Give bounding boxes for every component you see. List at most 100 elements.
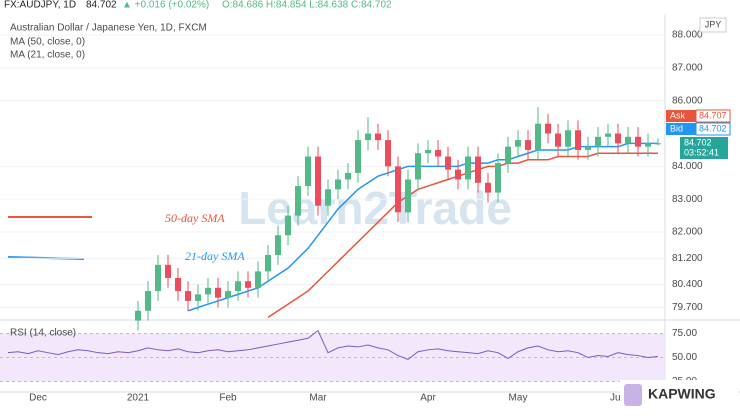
- candle-body: [615, 133, 621, 144]
- y-tick-label: 86.000: [672, 95, 703, 106]
- candle-body: [655, 143, 661, 145]
- last-tag: [680, 137, 728, 159]
- ask-label: Ask: [670, 110, 686, 120]
- candle-body: [355, 140, 361, 173]
- candle-body: [605, 133, 611, 137]
- y-tick-label: 80.400: [672, 279, 703, 290]
- candle-body: [635, 136, 641, 147]
- candle-body: [175, 277, 181, 292]
- header-last: 84.702: [86, 0, 117, 11]
- candle-body: [195, 294, 201, 301]
- rsi-title: RSI (14, close): [10, 328, 76, 339]
- ask-price: 84.707: [699, 110, 727, 120]
- bid-label: Bid: [670, 123, 683, 133]
- candle-body: [335, 179, 341, 190]
- header-symbol: FX:AUDJPY, 1D: [4, 0, 76, 11]
- x-tick-label: Apr: [420, 393, 436, 404]
- badge-icon: [624, 384, 642, 406]
- currency-box: [699, 17, 727, 33]
- candle-body: [265, 254, 271, 272]
- y-tick-label: 81.200: [672, 253, 703, 264]
- candle-body: [625, 136, 631, 144]
- x-tick-label: Feb: [219, 393, 237, 404]
- candle-body: [375, 133, 381, 141]
- candle-body: [545, 123, 551, 134]
- candle-body: [485, 182, 491, 193]
- bid-price-box: [695, 122, 731, 136]
- watermark: Learn2Trade: [238, 182, 512, 234]
- candle-body: [475, 156, 481, 183]
- candle-body: [505, 146, 511, 164]
- badge: KAPWING: [648, 386, 716, 402]
- candle-body: [535, 123, 541, 150]
- candle-body: [595, 136, 601, 147]
- candle-body: [215, 287, 221, 298]
- y-tick-label: 83.000: [672, 194, 703, 205]
- candle-body: [645, 143, 651, 147]
- x-tick-label: 2021: [127, 393, 150, 404]
- ask-price-box: [695, 109, 731, 123]
- candle-body: [185, 291, 191, 301]
- candle-body: [515, 140, 521, 147]
- candle-body: [365, 133, 371, 141]
- ma-line: [267, 152, 658, 318]
- annotation-ma50: 50-day SMA: [165, 211, 225, 225]
- candle-body: [425, 149, 431, 154]
- header-ohlc: O:84.686 H:84.854 L:84.638 C:84.702: [222, 0, 392, 11]
- x-tick-label: Jun: [610, 393, 626, 404]
- candle-body: [275, 235, 281, 255]
- legend-ma21: MA (21, close, 0): [10, 50, 85, 61]
- candle-body: [235, 281, 241, 292]
- y-tick-label: 82.000: [672, 227, 703, 238]
- countdown: 03:52:41: [684, 147, 719, 157]
- y-tick-label: 50.00: [672, 352, 697, 363]
- bid-price: 84.702: [699, 123, 727, 133]
- annotation-ma21: 21-day SMA: [185, 249, 245, 263]
- candle-body: [245, 281, 251, 288]
- candle-body: [555, 133, 561, 147]
- candle-body: [395, 166, 401, 213]
- x-tick-label: May: [509, 393, 528, 404]
- candle-body: [445, 156, 451, 170]
- candle-body: [405, 179, 411, 213]
- candle-body: [575, 130, 581, 150]
- candle-body: [525, 140, 531, 150]
- candle-body: [385, 140, 391, 167]
- candle-body: [435, 149, 441, 157]
- candle-body: [285, 215, 291, 236]
- candle-body: [255, 271, 261, 288]
- candle-body: [205, 287, 211, 295]
- candle-body: [495, 163, 501, 193]
- header-change: ▲ +0.016 (+0.02%): [122, 0, 209, 11]
- candle-body: [345, 172, 351, 180]
- candle-body: [465, 156, 471, 180]
- candle-body: [225, 291, 231, 298]
- candle-body: [165, 264, 171, 278]
- candle-body: [585, 146, 591, 150]
- bid-tag: [666, 123, 696, 135]
- currency: JPY: [705, 19, 722, 29]
- legend-instrument: Australian Dollar / Japanese Yen, 1D, FX…: [10, 23, 207, 34]
- legend-ma50: MA (50, close, 0): [10, 37, 85, 48]
- x-tick-label: Dec: [29, 393, 47, 404]
- candle-body: [135, 310, 141, 321]
- rsi-line: [7, 329, 659, 360]
- candle-body: [305, 156, 311, 187]
- y-tick-label: 75.00: [672, 328, 697, 339]
- candle-body: [295, 186, 301, 216]
- candle-body: [315, 156, 321, 206]
- candle-body: [565, 130, 571, 147]
- y-tick-label: 88.000: [672, 30, 703, 41]
- candle-body: [415, 153, 421, 180]
- candle-body: [455, 169, 461, 180]
- x-tick-label: Mar: [309, 393, 327, 404]
- y-tick-label: 87.000: [672, 63, 703, 74]
- candle-body: [145, 291, 151, 311]
- y-tick-label: 79.700: [672, 302, 703, 313]
- ask-tag: [666, 110, 696, 122]
- candle-body: [155, 264, 161, 292]
- y-tick-label: 84.000: [672, 161, 703, 172]
- candle-body: [325, 189, 331, 206]
